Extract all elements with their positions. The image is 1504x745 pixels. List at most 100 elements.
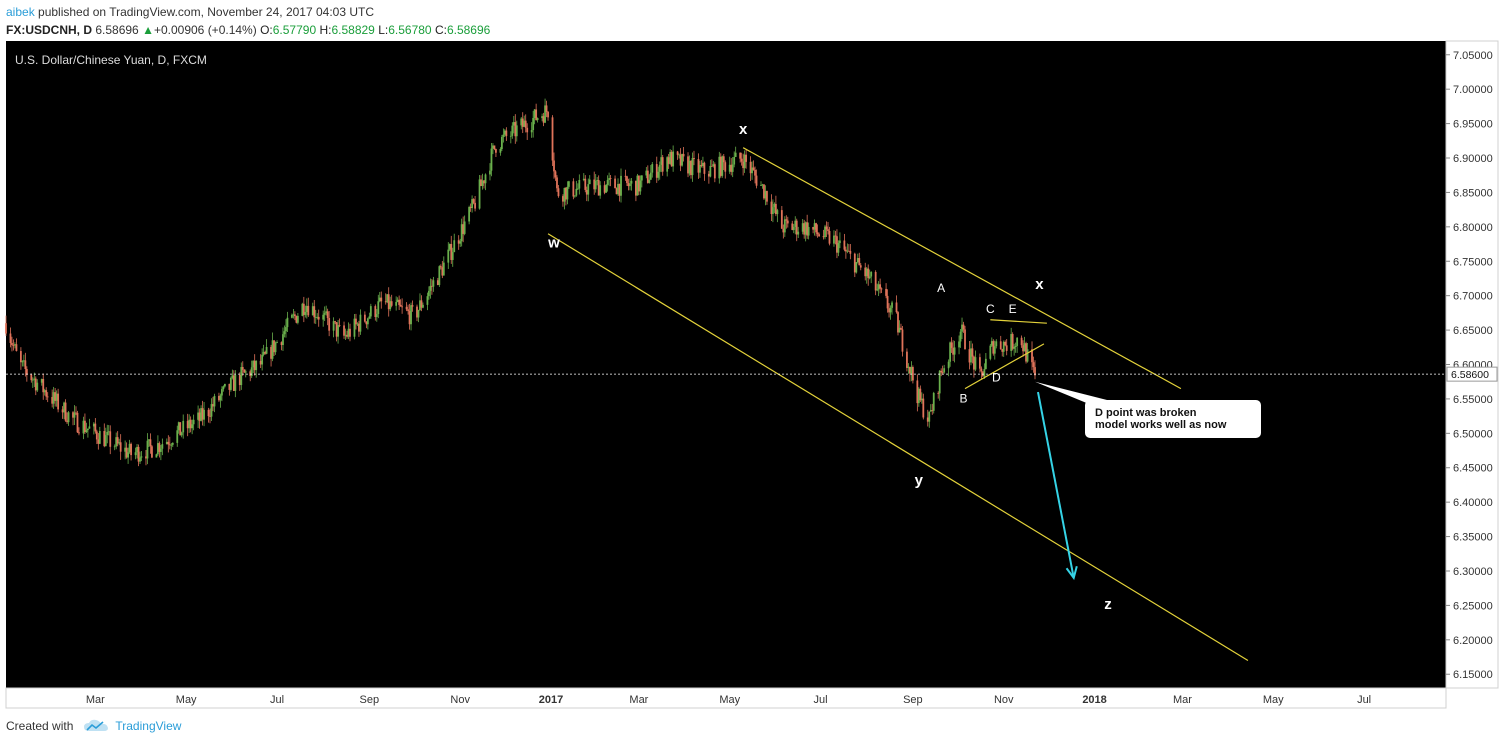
callout-box xyxy=(1085,400,1261,438)
candle-body xyxy=(490,148,493,171)
candle-body xyxy=(843,240,846,250)
candle-body xyxy=(785,219,788,221)
candle-body xyxy=(792,226,795,230)
candle-body xyxy=(104,435,107,447)
candle-body xyxy=(396,299,399,303)
candle-body xyxy=(535,109,538,120)
candle-body xyxy=(401,306,404,308)
candle-body xyxy=(959,331,962,342)
candle-body xyxy=(474,202,476,209)
wave-label-x: x xyxy=(739,121,748,138)
candle-body xyxy=(5,323,7,334)
candle-body xyxy=(1004,341,1007,346)
candle-body xyxy=(442,262,445,276)
candle-body xyxy=(92,423,95,427)
candle-body xyxy=(387,294,390,310)
candle-body xyxy=(264,351,267,354)
created-with-label: Created with xyxy=(6,719,74,733)
candle-body xyxy=(605,184,608,193)
candle-body xyxy=(271,340,274,359)
y-tick-label: 6.95000 xyxy=(1453,119,1493,131)
tradingview-brand-link[interactable]: TradingView xyxy=(115,719,182,733)
candle-body xyxy=(803,223,806,235)
candle-body xyxy=(836,236,838,253)
candle-body xyxy=(451,252,454,260)
candle-body xyxy=(566,186,569,200)
candle-body xyxy=(369,306,372,317)
candle-body xyxy=(536,118,539,120)
candle-body xyxy=(72,412,74,418)
candle-body xyxy=(270,346,272,359)
candle-body xyxy=(218,395,220,401)
y-tick-label: 6.30000 xyxy=(1453,566,1493,578)
candle-body xyxy=(626,176,628,184)
candle-body xyxy=(880,288,883,290)
price-axis xyxy=(1445,40,1499,689)
candle-body xyxy=(296,315,299,323)
candle-body xyxy=(867,268,870,279)
candle-body xyxy=(82,420,85,434)
candle-body xyxy=(51,397,54,404)
candle-body xyxy=(457,240,460,244)
candle-body xyxy=(180,432,183,436)
price-chart[interactable]: 7.05000 7.00000 6.95000 6.90000 6.85000 6.800… xyxy=(0,40,1504,710)
candle-body xyxy=(1010,334,1013,351)
candle-body xyxy=(43,390,46,393)
x-tick-label: Nov xyxy=(450,694,470,706)
candle-body xyxy=(950,342,953,348)
candle-body xyxy=(347,328,350,337)
candle-body xyxy=(471,199,474,209)
wave-label-w: w xyxy=(547,234,560,251)
candle-body xyxy=(511,125,514,136)
callout-pointer xyxy=(1034,381,1107,404)
candle-body xyxy=(481,180,484,186)
candle-body xyxy=(772,207,774,215)
candle-body xyxy=(953,347,956,355)
symbol-label[interactable]: FX:USDCNH, D xyxy=(6,23,92,37)
candle-body xyxy=(702,162,704,167)
candle-body xyxy=(629,183,631,187)
candle-body xyxy=(681,153,683,166)
candle-body xyxy=(137,446,140,462)
candle-body xyxy=(797,231,800,235)
candle-body xyxy=(699,164,701,173)
author-link[interactable]: aibek xyxy=(6,5,35,19)
candle-body xyxy=(754,169,756,176)
candle-body xyxy=(984,358,987,370)
y-tick-label: 6.50000 xyxy=(1453,428,1493,440)
candle-body xyxy=(34,378,37,391)
candle-body xyxy=(980,368,983,372)
candle-body xyxy=(229,377,232,390)
candle-body xyxy=(505,130,508,137)
x-tick-label: Sep xyxy=(360,694,380,706)
candle-body xyxy=(766,191,768,202)
candle-body xyxy=(149,439,152,447)
candle-body xyxy=(1023,343,1026,352)
candle-body xyxy=(343,325,345,336)
candle-body xyxy=(134,452,137,456)
candle-body xyxy=(713,164,716,179)
candle-body xyxy=(75,412,77,414)
candle-body xyxy=(209,416,211,417)
y-tick-label: 6.45000 xyxy=(1453,463,1493,475)
candle-body xyxy=(1016,337,1019,346)
candle-body xyxy=(191,424,194,429)
x-tick-label: Mar xyxy=(1173,694,1192,706)
candle-body xyxy=(760,184,762,186)
y-tick-label: 6.40000 xyxy=(1453,497,1493,509)
candle-body xyxy=(824,226,826,238)
candle-body xyxy=(419,300,421,311)
y-tick-label: 7.00000 xyxy=(1453,84,1493,96)
candle-body xyxy=(76,412,79,433)
candle-body xyxy=(512,122,515,126)
candle-body xyxy=(33,378,36,380)
candle-body xyxy=(148,439,150,441)
candle-body xyxy=(889,307,892,313)
candle-body xyxy=(917,388,920,404)
candle-body xyxy=(489,170,491,175)
candle-body xyxy=(450,244,453,260)
candle-body xyxy=(865,268,868,277)
candle-body xyxy=(553,160,555,172)
candle-body xyxy=(127,452,130,458)
price-change: +0.00906 (+0.14%) xyxy=(153,23,257,37)
